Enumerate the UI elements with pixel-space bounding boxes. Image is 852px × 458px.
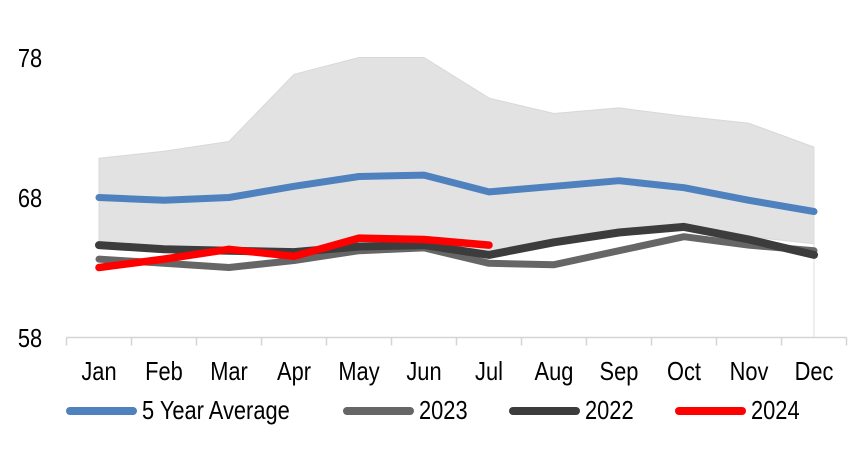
x-axis-label-aug: Aug: [534, 356, 574, 386]
legend: 5 Year Average 2023 2022 2024: [0, 395, 852, 427]
legend-label-2023: 2023: [419, 395, 468, 425]
x-axis-label-dec: Dec: [794, 356, 834, 386]
x-axis-label-jan: Jan: [81, 356, 117, 386]
legend-item-2023: 2023: [343, 395, 477, 426]
x-axis-label-apr: Apr: [277, 356, 311, 386]
series-line-2023: [95, 233, 818, 271]
x-axis-label-jun: Jun: [406, 356, 442, 386]
x-axis-label-nov: Nov: [729, 356, 769, 386]
legend-label-2024: 2024: [751, 395, 800, 425]
y-axis-label-78: 78: [17, 42, 43, 73]
legend-label-2022: 2022: [585, 395, 634, 425]
y-axis-label-68: 68: [17, 182, 43, 213]
legend-item-2024: 2024: [675, 395, 809, 426]
range-band: [98, 57, 815, 254]
x-axis-label-may: May: [338, 356, 380, 386]
legend-swatch-2023-icon: [343, 406, 414, 415]
legend-label-5-year-average: 5 Year Average: [142, 395, 290, 425]
legend-item-5-year-average: 5 Year Average: [66, 395, 318, 426]
x-axis-label-oct: Oct: [667, 356, 701, 386]
y-axis-label-58: 58: [17, 322, 43, 353]
legend-swatch-5-year-average-icon: [66, 406, 137, 415]
legend-item-2022: 2022: [509, 395, 643, 426]
x-axis-label-mar: Mar: [210, 356, 248, 386]
x-axis-label-feb: Feb: [145, 356, 183, 386]
series-line-5-year-average: [95, 171, 818, 215]
x-axis-label-jul: Jul: [475, 356, 503, 386]
x-axis-label-sep: Sep: [599, 356, 639, 386]
legend-swatch-2024-icon: [675, 406, 746, 415]
series-line-2024: [95, 234, 493, 272]
legend-swatch-2022-icon: [509, 406, 580, 415]
